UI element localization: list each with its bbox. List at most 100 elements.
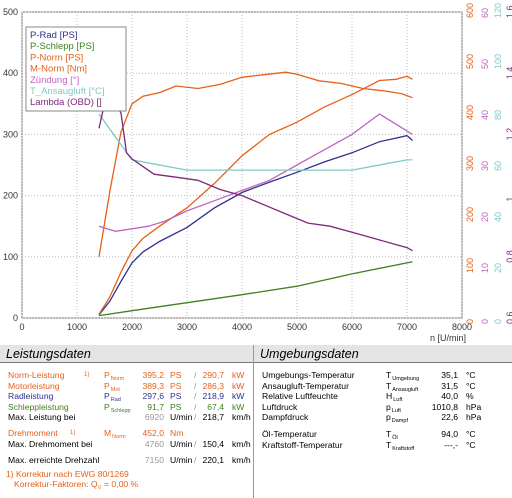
right-axis-tick-label: 0.8 <box>505 250 512 263</box>
quantity-symbol-sub: Luft <box>391 407 401 414</box>
ambient-row: Luftdruck pLuft 1010,8 hPa <box>0 401 512 414</box>
quantity-symbol: PSchlepp <box>104 401 131 414</box>
ambient-unit: °C <box>466 380 476 391</box>
power-unit-kw: kW <box>232 401 245 412</box>
x-tick-label: 1000 <box>67 322 87 332</box>
max-rpm-label: Max. erreichte Drehzahl <box>8 454 100 465</box>
slash: / <box>194 454 197 465</box>
slash: / <box>194 391 197 401</box>
ambient-row: Relative Luftfeuchte HLuft 40,0% <box>0 391 512 403</box>
quantity-symbol: HLuft <box>386 391 403 403</box>
right-axis-tick-label: 40 <box>480 110 490 120</box>
power-value-ps: 91,7 <box>147 401 164 412</box>
power-value-kw: 290,7 <box>202 370 224 380</box>
quantity-symbol: PMot <box>104 380 120 393</box>
slash: / <box>194 380 197 391</box>
x-axis-label: n [U/min] <box>430 333 466 343</box>
quantity-symbol: TÖl <box>386 429 398 441</box>
series-line <box>98 261 413 317</box>
quantity-symbol: pDampf <box>386 412 408 424</box>
right-axis-tick-label: 20 <box>493 263 503 273</box>
umgebungsdaten-header: Umgebungsdaten <box>254 345 512 363</box>
legend-entry: Lambda (OBD) [] <box>30 97 102 108</box>
x-tick-label: 8000 <box>452 322 472 332</box>
ambient-unit: hPa <box>466 412 482 422</box>
x-tick-label: 5000 <box>287 322 307 332</box>
power-label: Motorleistung <box>8 380 60 391</box>
power-value-kw: 218,9 <box>202 391 224 401</box>
max-rpm-value: 7150 <box>144 454 164 465</box>
quantity-symbol-sub: Norm <box>110 376 125 382</box>
right-axis-tick-label: 1.6 <box>505 5 512 18</box>
ambient-row: Dampfdruck pDampf 22,6 hPa <box>0 412 512 424</box>
ambient-label: Öl-Temperatur <box>262 429 317 439</box>
right-axis-tick-label: 120 <box>493 3 503 18</box>
right-axis-tick-label: 600 <box>465 3 475 18</box>
quantity-symbol: MNorm <box>104 428 126 440</box>
y-tick-label: 0 <box>13 313 18 323</box>
correction-row: 1) Korrektur nach EWG 80/1269 <box>0 469 512 480</box>
max-power-label: Max. Leistung bei <box>8 412 76 422</box>
ambient-label: Ansaugluft-Temperatur <box>262 380 349 391</box>
y-tick-label: 100 <box>3 252 18 262</box>
data-tables: Leistungsdaten Umgebungsdaten Norm-Leist… <box>0 345 512 498</box>
slash: / <box>194 412 197 422</box>
power-unit-kw: kW <box>232 380 245 391</box>
ambient-unit: °C <box>466 429 476 439</box>
quantity-symbol-sub: Umgebung <box>392 376 420 382</box>
leistungsdaten-header: Leistungsdaten <box>0 345 253 363</box>
ambient-value: 22,6 <box>441 412 458 422</box>
power-row: Norm-Leistung 1) PNorm 395,2 PS / 290,7 kW <box>0 370 512 382</box>
power-value-kw: 67,4 <box>207 401 224 412</box>
legend-entry: M-Norm [Nm] <box>30 64 87 75</box>
right-axis-tick-label: 40 <box>493 212 503 222</box>
umgebungsdaten-title: Umgebungsdaten <box>260 347 359 361</box>
torque-note: 1) <box>70 430 76 436</box>
x-tick-label: 3000 <box>177 322 197 332</box>
max-power-rpm: 6920 <box>144 412 164 422</box>
power-unit-kw: kW <box>232 370 245 380</box>
legend-entry: Zündung [°] <box>30 75 79 86</box>
right-axis-tick-label: 50 <box>480 59 490 69</box>
power-value-kw: 286,3 <box>202 380 224 391</box>
max-rpm-unit: U/min <box>170 454 193 465</box>
slash: / <box>194 370 197 380</box>
series-line <box>98 71 413 257</box>
right-axis-tick-label: 80 <box>493 110 503 120</box>
ambient-unit: °C <box>466 370 476 380</box>
series-line <box>98 113 413 171</box>
right-axis-tick-label: 100 <box>493 54 503 69</box>
right-axis-tick-label: 60 <box>493 161 503 171</box>
power-value-ps: 395,2 <box>142 370 164 380</box>
ambient-label: Relative Luftfeuchte <box>262 391 338 401</box>
legend-box <box>25 26 127 112</box>
quantity-symbol: PNorm <box>104 370 125 382</box>
ambient-label: Luftdruck <box>262 401 298 412</box>
power-unit-ps: PS <box>170 380 182 391</box>
ambient-value: 1010,8 <box>431 401 458 412</box>
torque-row: Drehmoment 1) MNorm 452,0 Nm <box>0 428 512 440</box>
torque-label: Drehmoment <box>8 428 58 438</box>
ambient-unit: % <box>466 391 474 401</box>
right-axis-tick-label: 0 <box>493 319 503 324</box>
right-axis-tick-label: 1.4 <box>505 67 512 80</box>
power-row: Schleppleistung PSchlepp 91,7 PS / 67,4 kW <box>0 401 512 414</box>
slash: / <box>194 438 197 449</box>
y-tick-label: 500 <box>3 7 18 17</box>
max-power-speed-unit: km/h <box>232 412 251 422</box>
right-axis-tick-label: 500 <box>465 54 475 69</box>
correction-factors: Korrektur-Faktoren: QV <box>14 478 102 491</box>
quantity-symbol-sub: Dampf <box>391 418 408 424</box>
table-divider <box>253 345 254 498</box>
legend-entry: P-Schlepp [PS] <box>30 41 94 52</box>
leistungsdaten-title: Leistungsdaten <box>6 347 91 361</box>
power-unit-ps: PS <box>170 401 182 412</box>
series-line <box>98 75 413 315</box>
x-tick-label: 7000 <box>397 322 417 332</box>
max-torque-speed-unit: km/h <box>232 438 251 449</box>
ambient-row: Öl-Temperatur TÖl 94,0 °C <box>0 429 512 441</box>
ambient-value: ---,- <box>444 439 458 450</box>
torque-unit: Nm <box>170 428 184 438</box>
max-power-rpm-unit: U/min <box>170 412 193 422</box>
y-tick-label: 400 <box>3 68 18 78</box>
